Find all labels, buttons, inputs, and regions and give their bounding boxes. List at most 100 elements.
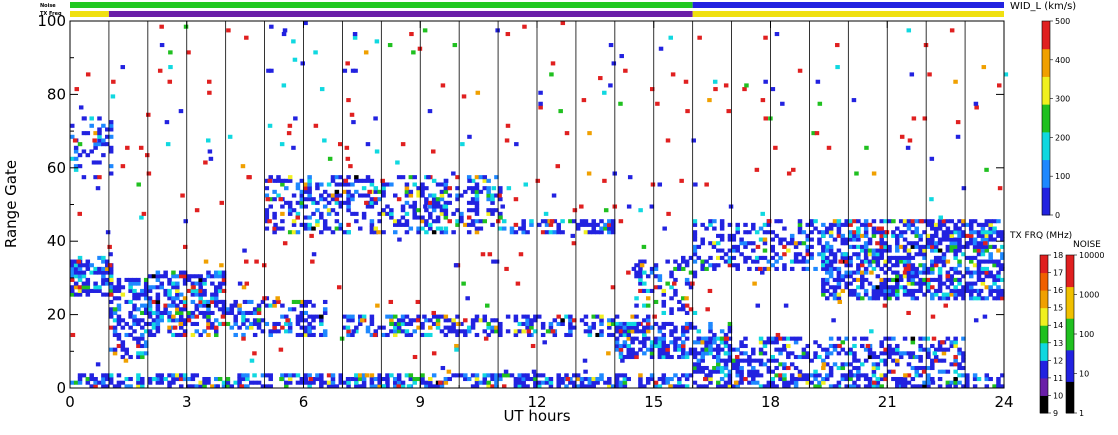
- echo-cell: [287, 373, 293, 378]
- noise-cell: [152, 376, 157, 382]
- echo-cell: [770, 369, 775, 374]
- echo-cell: [840, 288, 846, 293]
- noise-cell: [744, 83, 749, 88]
- echo-cell: [116, 307, 122, 312]
- echo-cell: [762, 255, 768, 260]
- echo-cell: [867, 263, 873, 268]
- colorbar-swatch: [1040, 342, 1048, 361]
- echo-cell: [171, 274, 176, 279]
- echo-cell: [311, 226, 316, 231]
- noise-cell: [95, 186, 101, 191]
- echo-cell: [727, 263, 733, 268]
- echo-cell: [420, 376, 425, 382]
- echo-cell: [521, 376, 526, 382]
- echo-cell: [665, 321, 670, 327]
- echo-cell: [906, 248, 912, 253]
- echo-cell: [435, 321, 441, 327]
- echo-cell: [988, 255, 993, 260]
- echo-cell: [369, 380, 375, 385]
- echo-cell: [782, 336, 787, 341]
- echo-cell: [583, 321, 589, 327]
- echo-cell: [490, 197, 495, 202]
- noise-cell: [757, 266, 763, 271]
- noise-cell: [219, 200, 225, 205]
- noise-cell: [734, 354, 740, 360]
- echo-cell: [284, 384, 289, 389]
- echo-cell: [961, 384, 966, 389]
- echo-cell: [922, 248, 927, 253]
- echo-cell: [178, 270, 184, 275]
- echo-cell: [704, 351, 709, 356]
- colorbar-swatch: [1040, 255, 1048, 274]
- echo-cell: [70, 266, 75, 271]
- echo-cell: [241, 332, 246, 338]
- echo-cell: [735, 230, 740, 235]
- echo-cell: [863, 233, 869, 238]
- echo-cell: [237, 310, 242, 315]
- noise-cell: [636, 321, 642, 327]
- echo-cell: [661, 336, 667, 341]
- echo-cell: [731, 358, 737, 363]
- echo-cell: [120, 318, 126, 323]
- echo-cell: [821, 230, 826, 235]
- echo-cell: [805, 259, 811, 264]
- echo-cell: [505, 329, 511, 334]
- echo-cell: [918, 270, 923, 275]
- echo-cell: [774, 336, 779, 341]
- noise-cell: [538, 90, 543, 95]
- echo-cell: [980, 248, 986, 253]
- noise-cell: [206, 79, 212, 84]
- echo-cell: [346, 318, 351, 323]
- echo-cell: [727, 255, 733, 260]
- echo-cell: [828, 226, 834, 231]
- echo-cell: [147, 274, 153, 279]
- echo-cell: [910, 255, 916, 260]
- echo-cell: [782, 380, 787, 385]
- echo-cell: [821, 259, 826, 264]
- echo-cell: [988, 237, 993, 242]
- echo-cell: [727, 329, 733, 334]
- echo-cell: [840, 237, 846, 242]
- echo-cell: [743, 255, 748, 260]
- echo-cell: [891, 336, 896, 341]
- echo-cell: [875, 259, 881, 264]
- echo-cell: [396, 325, 402, 330]
- echo-cell: [852, 336, 857, 341]
- echo-cell: [863, 376, 869, 382]
- echo-cell: [731, 347, 737, 352]
- echo-cell: [910, 384, 916, 389]
- noise-cell: [374, 149, 380, 154]
- colorbar-swatch: [1040, 395, 1048, 414]
- echo-cell: [688, 307, 694, 312]
- echo-cell: [396, 222, 402, 227]
- echo-cell: [910, 376, 916, 382]
- echo-cell: [949, 288, 955, 293]
- echo-cell: [424, 380, 429, 385]
- echo-cell: [824, 376, 830, 382]
- echo-cell: [968, 281, 974, 286]
- echo-cell: [871, 384, 877, 389]
- echo-cell: [906, 362, 912, 367]
- colorbar-tick-label: 15: [1053, 304, 1063, 313]
- y-tick-label: 0: [56, 379, 66, 397]
- echo-cell: [326, 193, 332, 198]
- echo-cell: [856, 373, 861, 378]
- echo-cell: [548, 230, 554, 235]
- echo-cell: [513, 318, 519, 323]
- echo-cell: [930, 222, 935, 227]
- echo-cell: [692, 219, 698, 224]
- echo-cell: [739, 373, 744, 378]
- echo-cell: [424, 230, 429, 235]
- echo-cell: [326, 384, 332, 389]
- echo-cell: [856, 277, 861, 282]
- echo-cell: [863, 336, 869, 341]
- echo-cell: [692, 230, 698, 235]
- echo-cell: [984, 296, 990, 301]
- echo-cell: [708, 241, 713, 246]
- echo-cell: [486, 380, 491, 385]
- x-axis-label: UT hours: [503, 407, 570, 425]
- echo-cell: [895, 296, 900, 301]
- echo-cell: [548, 325, 554, 330]
- echo-cell: [610, 230, 616, 235]
